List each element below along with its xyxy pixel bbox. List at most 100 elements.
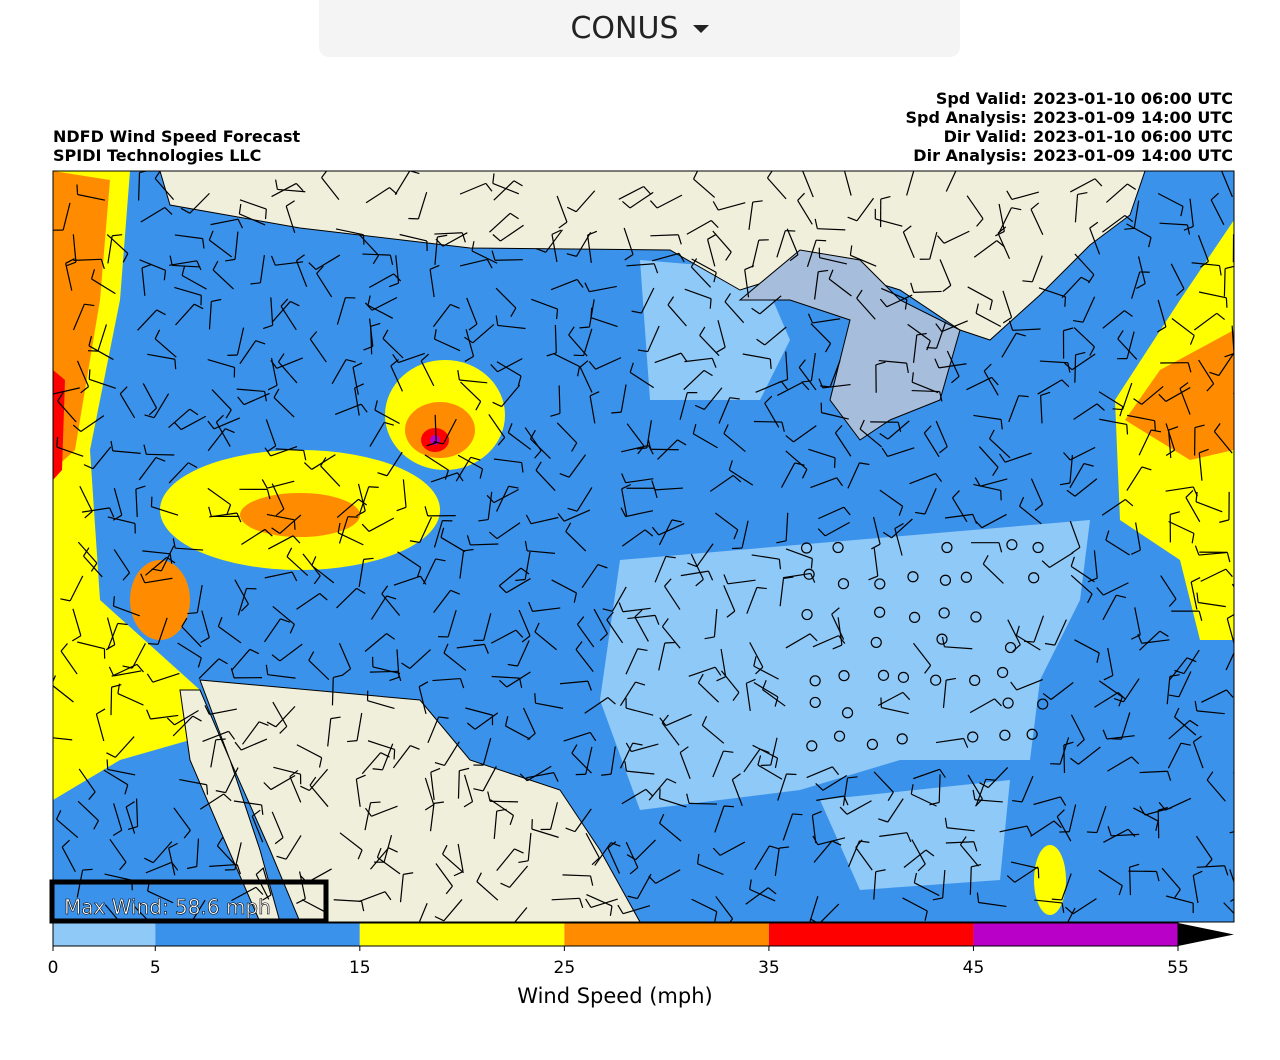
wind-barb-flag: [135, 485, 146, 490]
wind-barb-flag: [72, 424, 82, 432]
wind-barb: [629, 191, 654, 209]
wind-barb: [551, 234, 558, 263]
wind-barb: [331, 677, 334, 706]
wind-barb: [463, 774, 474, 802]
wind-barb: [1010, 861, 1039, 869]
wind-barb: [168, 462, 189, 484]
wind-barb: [367, 740, 395, 751]
wind-barb: [234, 579, 249, 605]
wind-barb-flag: [690, 258, 698, 268]
wind-barb-flag: [679, 746, 689, 754]
wind-barb-flag: [779, 846, 790, 849]
wind-barb-flag: [1103, 674, 1114, 681]
wind-barb-flag: [716, 676, 726, 682]
wind-barb: [89, 378, 116, 389]
wind-barb-flag: [914, 511, 926, 515]
wind-barb-flag: [285, 200, 295, 207]
wind-barb: [1016, 678, 1043, 691]
wind-barb: [359, 486, 370, 514]
wind-barb: [72, 608, 82, 636]
wind-barb: [554, 353, 580, 368]
wind-barb-flag: [590, 307, 593, 318]
wind-barb-flag: [367, 295, 371, 306]
wind-barb-flag: [100, 259, 105, 270]
wind-barb: [1107, 756, 1132, 772]
wind-barb-flag: [859, 419, 865, 430]
wind-barb: [969, 866, 972, 895]
region-label[interactable]: CONUS: [570, 11, 679, 46]
wind-barb: [1094, 691, 1119, 708]
region-dropdown[interactable]: CONUS: [319, 0, 960, 57]
wind-barb: [296, 744, 322, 759]
dropdown-caret[interactable]: [692, 24, 709, 33]
valid-time: Dir Analysis: 2023-01-09 14:00 UTC: [913, 146, 1233, 165]
wind-barb: [495, 287, 517, 309]
wind-barb: [65, 263, 73, 291]
wind-barb-flag: [43, 727, 45, 737]
wind-barb: [873, 871, 877, 900]
wind-barb-flag: [261, 804, 264, 815]
wind-barb-flag: [710, 220, 719, 229]
time-value: 2023-01-09 14:00 UTC: [1033, 146, 1233, 165]
calm-marker: [1026, 728, 1038, 740]
wind-barb: [169, 260, 197, 266]
wind-barb: [810, 323, 832, 344]
wind-barb: [877, 691, 904, 707]
calm-marker: [874, 606, 886, 618]
wind-barb: [496, 486, 510, 512]
wind-barb: [1174, 716, 1197, 736]
wind-barb-flag: [1119, 406, 1124, 417]
wind-barb: [279, 514, 302, 534]
wind-barb: [941, 320, 968, 333]
wind-barb: [112, 450, 141, 454]
wind-barb-flag: [528, 601, 534, 612]
wind-barb: [215, 421, 231, 447]
wind-barb-flag: [370, 322, 381, 327]
wind-barb-flag: [1194, 700, 1198, 712]
wind-barb-flag: [1096, 403, 1105, 411]
wind-barb: [620, 384, 627, 413]
wind-barb-flag: [579, 360, 589, 368]
wind-barb: [1126, 466, 1143, 491]
wind-barb-flag: [904, 299, 908, 310]
great-lakes: [738, 249, 961, 441]
wind-barb-flag: [637, 648, 648, 652]
wind-barb-flag: [320, 457, 327, 467]
wind-barb: [664, 585, 681, 610]
wind-barb-flag: [783, 576, 794, 580]
wind-barb-flag: [1158, 393, 1167, 402]
wind-barb-flag: [517, 375, 522, 386]
wind-barb: [420, 360, 435, 387]
wind-barb: [138, 457, 157, 481]
wind-barb-flag: [1018, 496, 1025, 507]
wind-barb-flag: [567, 507, 578, 512]
wind-barb-flag: [707, 233, 717, 240]
wind-barb-flag: [587, 230, 598, 236]
wind-barb-flag: [181, 617, 188, 627]
wind-barb: [1073, 403, 1098, 420]
wind-barb-flag: [712, 201, 719, 211]
wind-barb: [1159, 222, 1188, 226]
wind-barb: [1120, 712, 1131, 740]
wind-barb-flag: [767, 887, 777, 895]
wind-barb: [978, 901, 1007, 908]
wind-barb-flag: [974, 477, 981, 487]
colorbar-tick-label: 0: [48, 958, 59, 978]
wind-barb-flag: [1189, 335, 1195, 345]
wind-barb: [273, 397, 295, 418]
wind-barb: [1223, 902, 1234, 915]
wind-barb-flag: [607, 697, 616, 705]
wind-barb: [1198, 601, 1226, 608]
wind-barb-flag: [382, 329, 389, 339]
wind-barb-flag: [897, 422, 902, 433]
wind-barb-flag: [647, 439, 652, 450]
wind-barb: [140, 206, 166, 223]
wind-barb: [1031, 255, 1043, 283]
wind-barb: [1039, 360, 1068, 364]
wind-barb-flag: [624, 761, 628, 772]
wind-barb-flag: [985, 778, 996, 781]
wind-barb: [1133, 200, 1140, 229]
wind-barb-flag: [998, 542, 1003, 553]
wind-barb-flag: [293, 519, 296, 530]
wind-barb-flag: [443, 643, 449, 654]
